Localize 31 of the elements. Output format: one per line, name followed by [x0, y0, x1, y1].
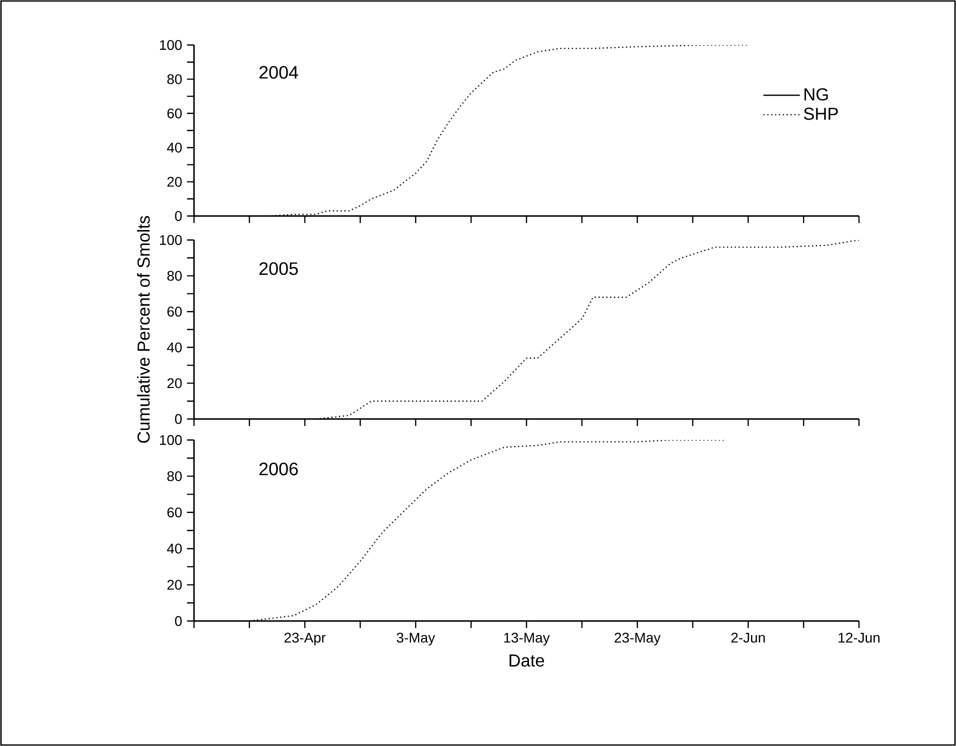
y-tick-label: 80 [167, 74, 182, 84]
y-tick-label: 100 [160, 235, 182, 245]
x-tick-label: 23-Apr [284, 632, 326, 646]
y-tick-label: 0 [175, 211, 182, 221]
y-tick-label: 40 [167, 142, 182, 153]
x-tick-label: 3-May [396, 632, 436, 646]
annotation: 2006 [259, 462, 298, 476]
y-tick-label: 20 [167, 176, 182, 187]
x-tick-label: 13-May [504, 632, 550, 646]
y-axis-title: Cumulative Percent of Smolts [137, 216, 150, 443]
y-tick-label: 60 [167, 507, 182, 518]
y-tick-label: 60 [167, 108, 182, 118]
legend-label: NG [804, 88, 828, 100]
y-tick-label: 20 [167, 378, 182, 388]
y-tick-label: 40 [167, 342, 182, 352]
y-tick-label: 0 [175, 616, 182, 626]
annotation: 2005 [259, 262, 298, 276]
y-tick-label: 0 [175, 414, 182, 424]
y-tick-label: 40 [167, 544, 182, 554]
x-tick-label: 23-May [614, 632, 661, 646]
y-tick-label: 80 [167, 471, 182, 482]
y-tick-label: 100 [160, 40, 182, 50]
y-tick-label: 20 [167, 580, 182, 590]
x-axis-title: Date [510, 654, 544, 667]
legend-label: SHP [804, 108, 838, 120]
x-tick-label: 12-Jun [838, 632, 880, 643]
x-tick-label: 2-Jun [731, 632, 765, 643]
y-tick-label: 80 [167, 270, 182, 281]
y-tick-label: 100 [160, 435, 182, 445]
annotation: 2004 [259, 66, 298, 79]
y-tick-label: 60 [167, 306, 182, 317]
